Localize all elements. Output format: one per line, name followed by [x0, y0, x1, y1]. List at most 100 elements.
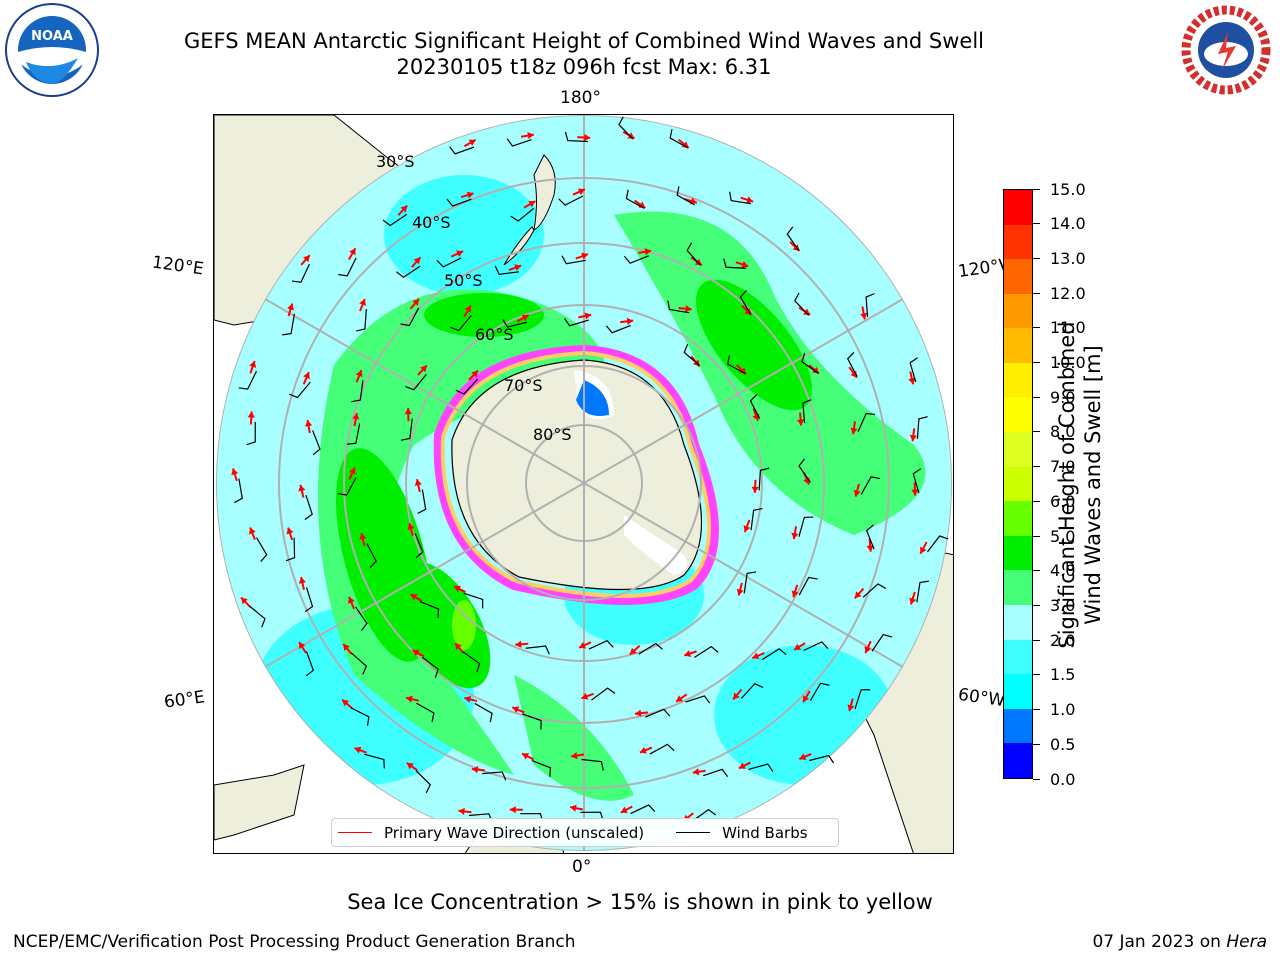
wind-barb — [510, 207, 535, 222]
wave-arrow-head — [584, 133, 591, 142]
wind-barb — [798, 516, 814, 537]
wind-barb — [649, 743, 675, 755]
colorbar-bin — [1004, 570, 1032, 606]
colorbar-tick: 0.5 — [1033, 734, 1075, 754]
colorbar-bin — [1004, 501, 1032, 536]
wave-arrow-head — [738, 762, 746, 769]
wind-barb — [564, 317, 589, 327]
wind-barb — [580, 811, 604, 821]
colorbar-tick: 15.0 — [1033, 179, 1086, 199]
wind-barb — [502, 319, 528, 328]
wave-arrow-head — [812, 366, 820, 374]
wave-arrow-head — [620, 806, 628, 813]
nws-logo — [1178, 2, 1274, 98]
wind-barb — [285, 537, 296, 562]
wind-barb — [703, 768, 729, 777]
wave-arrow-head — [676, 695, 684, 702]
wind-barb — [446, 198, 472, 207]
wave-arrow-head — [303, 372, 310, 380]
wave-arrow-head — [464, 695, 472, 703]
colorbar-tick: 7.0 — [1033, 457, 1075, 477]
wave-arrow-head — [577, 188, 585, 196]
legend-swatch-red — [338, 832, 372, 833]
wind-barb — [355, 606, 368, 631]
wind-barb — [522, 713, 542, 730]
wind-barb — [723, 258, 747, 269]
wave-arrow-head — [348, 596, 355, 604]
wind-barb — [337, 477, 357, 496]
wave-arrow-head — [471, 370, 479, 378]
wave-arrow-head — [920, 546, 927, 554]
colorbar-bin — [1004, 466, 1032, 502]
wind-barb — [691, 808, 717, 822]
wave-arrow-head — [512, 706, 520, 714]
wave-arrow-head — [639, 746, 647, 754]
wave-arrow-head — [584, 312, 592, 320]
wind-barb — [234, 478, 243, 504]
colorbar-tick: 8.0 — [1033, 422, 1075, 442]
wave-arrow-head — [241, 597, 248, 605]
wind-barb — [618, 116, 634, 140]
wave-arrow-head — [743, 525, 751, 533]
wind-barb — [506, 138, 532, 147]
wind-barb — [419, 601, 440, 619]
wind-barb — [396, 265, 421, 279]
footer-date-text: 07 Jan 2023 on — [1092, 932, 1227, 952]
wave-arrow-head — [466, 191, 474, 199]
colorbar-tick: 0.0 — [1033, 769, 1075, 789]
wave-arrow-head — [410, 594, 418, 601]
colorbar-bin — [1004, 639, 1032, 675]
wave-arrow-head — [803, 695, 810, 703]
wind-barb — [525, 645, 550, 655]
wave-arrow-head — [522, 753, 530, 760]
wave-arrow-head — [571, 751, 578, 760]
wind-barb — [685, 695, 711, 704]
wave-arrow-head — [298, 577, 306, 584]
wave-arrow-head — [359, 533, 367, 540]
wind-barb — [694, 645, 719, 658]
wind-barb — [786, 226, 800, 251]
wind-barb — [683, 343, 700, 366]
colorbar-tick: 11.0 — [1033, 318, 1086, 338]
wave-arrow-head — [644, 248, 652, 256]
wave-arrow-head — [468, 139, 476, 146]
wave-arrow-head — [581, 252, 589, 260]
map-subtitle: 20230105 t18z 096h fcst Max: 6.31 — [396, 55, 772, 79]
wave-arrow-head — [579, 641, 586, 649]
wind-barb — [809, 754, 835, 764]
wind-barb — [246, 421, 256, 446]
wind-barb — [809, 682, 830, 701]
wave-arrow-head — [359, 298, 366, 306]
footer-host: Hera — [1226, 932, 1267, 952]
lat-label-70s: 70°S — [504, 376, 543, 395]
wind-barb — [291, 263, 310, 283]
wind-barb — [282, 313, 296, 336]
wind-barb — [857, 412, 876, 433]
wave-arrow-head — [456, 250, 464, 257]
wind-barb — [564, 131, 588, 143]
legend-item-wind-barbs: Wind Barbs — [676, 824, 808, 842]
wind-barb — [667, 300, 690, 314]
wind-barb — [916, 580, 929, 603]
wind-barb — [748, 763, 774, 772]
wave-arrow-head — [684, 650, 692, 658]
wind-barb — [927, 535, 949, 553]
wind-barb — [871, 633, 893, 652]
wind-barb — [350, 652, 368, 675]
wind-barb — [350, 707, 370, 726]
wind-barb — [494, 265, 520, 275]
colorbar-tick: 2.0 — [1033, 630, 1075, 650]
colorbar-bin — [1004, 224, 1032, 260]
wind-barb — [846, 351, 858, 377]
wave-arrow-head — [741, 261, 749, 268]
wave-arrow-head — [287, 303, 295, 311]
lat-label-80s: 80°S — [533, 425, 572, 444]
wave-arrow-head — [751, 486, 759, 493]
wind-barb — [338, 257, 357, 277]
wave-arrow-head — [420, 365, 427, 373]
map-title: GEFS MEAN Antarctic Significant Height o… — [183, 29, 985, 53]
colorbar-bin — [1004, 328, 1032, 363]
wave-arrow-head — [692, 768, 700, 776]
wind-barb — [729, 191, 752, 205]
wind-barb — [436, 257, 462, 268]
